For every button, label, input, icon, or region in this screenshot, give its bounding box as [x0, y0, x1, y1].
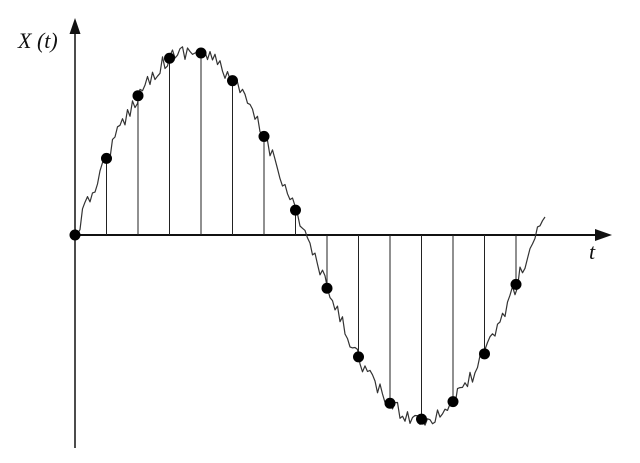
- sample-point: [321, 282, 333, 294]
- y-axis-label: X (t): [17, 28, 58, 53]
- sample-points: [69, 47, 522, 425]
- sample-point: [195, 47, 207, 59]
- sample-point: [69, 229, 81, 241]
- sample-point: [164, 52, 175, 64]
- sample-stems: [106, 52, 517, 420]
- sample-point: [132, 90, 144, 102]
- sample-point: [479, 348, 490, 360]
- sample-point: [227, 75, 238, 87]
- noisy-signal-curve: [74, 46, 546, 426]
- sample-point: [290, 204, 301, 216]
- x-axis-arrowhead: [595, 229, 612, 241]
- sample-point: [416, 413, 427, 425]
- sample-point: [447, 396, 459, 408]
- sample-point: [384, 397, 396, 409]
- sample-point: [101, 152, 112, 164]
- sample-point: [353, 351, 364, 363]
- sample-point: [510, 278, 522, 290]
- y-axis-arrowhead: [69, 18, 81, 34]
- x-axis-label: t: [589, 239, 596, 264]
- sample-point: [258, 130, 270, 142]
